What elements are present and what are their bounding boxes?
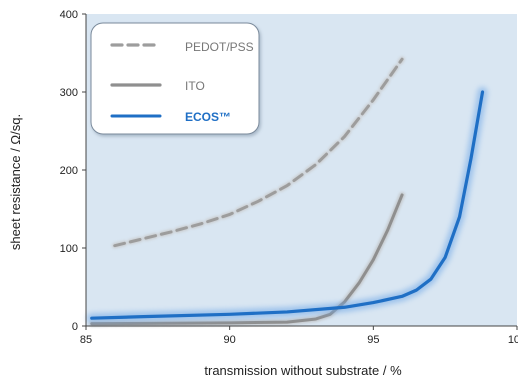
series-line — [90, 90, 485, 320]
legend-label-pedot: PEDOT/PSS — [185, 40, 254, 54]
y-tick-label: 200 — [60, 165, 78, 177]
y-tick-label: 400 — [60, 9, 78, 21]
series-layer — [86, 56, 488, 327]
ticks-layer: 85 90 95 100 0 100 200 300 400 — [60, 9, 518, 346]
legend-label-ito: ITO — [185, 79, 205, 93]
legend-box — [90, 22, 260, 135]
y-tick-label: 100 — [60, 243, 78, 255]
y-tick-label: 300 — [60, 87, 78, 99]
y-axis-label: sheet resistance / Ω/sq. — [8, 114, 23, 250]
x-tick-label: 100 — [508, 334, 518, 346]
x-tick-label: 90 — [224, 334, 236, 346]
x-tick-label: 95 — [367, 334, 379, 346]
series-line — [113, 57, 404, 248]
x-tick-label: 85 — [80, 334, 92, 346]
legend: PEDOT/PSS ITO ECOS™ — [90, 22, 260, 135]
series-pedot-pss — [111, 56, 405, 249]
legend-label-ecos: ECOS™ — [185, 110, 231, 124]
series-ecos — [86, 87, 488, 324]
y-tick-label: 0 — [72, 321, 78, 333]
x-axis-label: transmission without substrate / % — [204, 363, 402, 378]
